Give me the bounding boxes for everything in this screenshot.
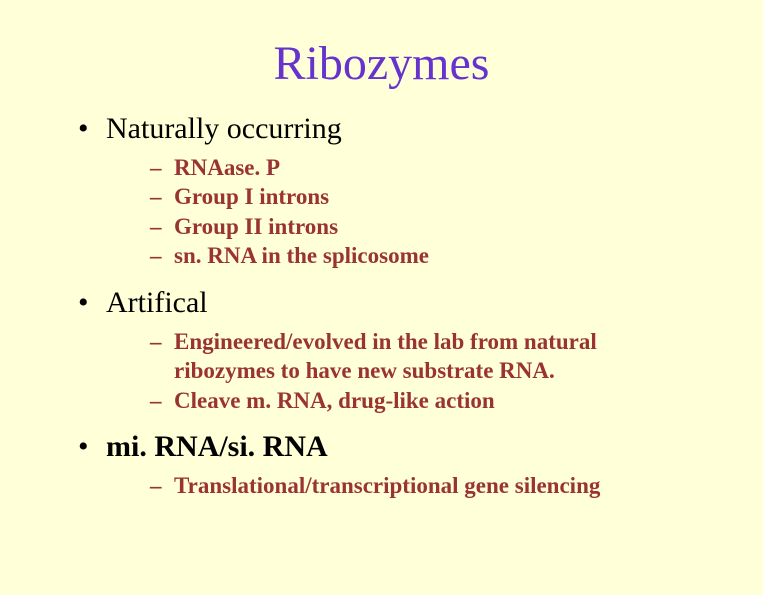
sub-item: – Translational/transcriptional gene sil… bbox=[150, 471, 703, 500]
sub-list-artifical: – Engineered/evolved in the lab from nat… bbox=[150, 327, 703, 415]
sub-text: Cleave m. RNA, drug-like action bbox=[174, 386, 703, 415]
dash-icon: – bbox=[150, 327, 174, 386]
dash-icon: – bbox=[150, 182, 174, 211]
sub-item: – Engineered/evolved in the lab from nat… bbox=[150, 327, 703, 386]
slide-title: Ribozymes bbox=[60, 36, 703, 91]
dash-icon: – bbox=[150, 153, 174, 182]
sub-item: – RNAase. P bbox=[150, 153, 703, 182]
bullet-mirna-sirna: • mi. RNA/si. RNA bbox=[78, 429, 703, 465]
bullet-label: mi. RNA/si. RNA bbox=[106, 429, 328, 465]
sub-text: Group II introns bbox=[174, 212, 703, 241]
dash-icon: – bbox=[150, 241, 174, 270]
bullet-naturally-occurring: • Naturally occurring bbox=[78, 111, 703, 147]
bullet-dot-icon: • bbox=[78, 111, 106, 147]
sub-item: – Cleave m. RNA, drug-like action bbox=[150, 386, 703, 415]
bullet-dot-icon: • bbox=[78, 285, 106, 321]
sub-text: RNAase. P bbox=[174, 153, 703, 182]
sub-text: Translational/transcriptional gene silen… bbox=[174, 471, 703, 500]
sub-list-natural: – RNAase. P – Group I introns – Group II… bbox=[150, 153, 703, 271]
bullet-artifical: • Artifical bbox=[78, 285, 703, 321]
dash-icon: – bbox=[150, 386, 174, 415]
bullet-label: Naturally occurring bbox=[106, 111, 342, 147]
sub-text: Engineered/evolved in the lab from natur… bbox=[174, 327, 703, 386]
bullet-label: Artifical bbox=[106, 285, 208, 321]
sub-item: – Group I introns bbox=[150, 182, 703, 211]
dash-icon: – bbox=[150, 471, 174, 500]
sub-text: sn. RNA in the splicosome bbox=[174, 241, 703, 270]
sub-item: – Group II introns bbox=[150, 212, 703, 241]
sub-list-mirna: – Translational/transcriptional gene sil… bbox=[150, 471, 703, 500]
sub-text: Group I introns bbox=[174, 182, 703, 211]
bullet-dot-icon: • bbox=[78, 429, 106, 465]
sub-item: – sn. RNA in the splicosome bbox=[150, 241, 703, 270]
dash-icon: – bbox=[150, 212, 174, 241]
slide: Ribozymes • Naturally occurring – RNAase… bbox=[0, 0, 763, 535]
